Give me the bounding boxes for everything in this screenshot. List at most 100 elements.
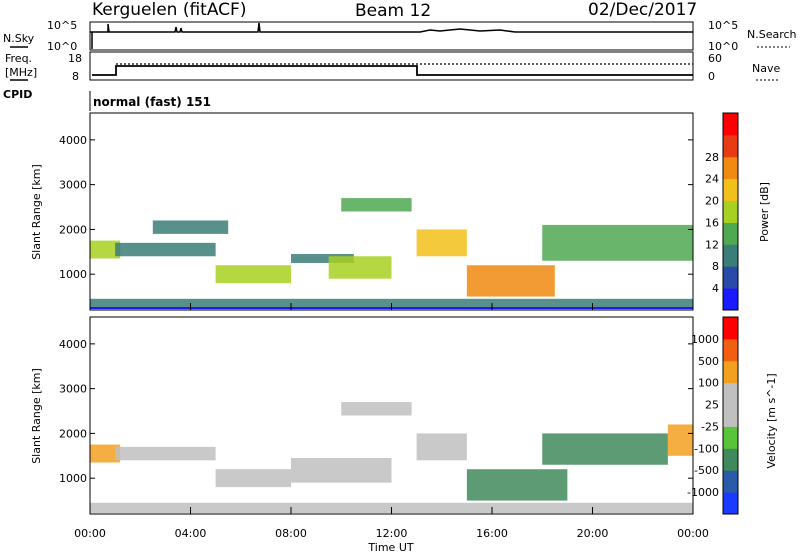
freq-label-line1: Freq. [5, 52, 32, 65]
data-region [466, 265, 555, 297]
date-title: 02/Dec/2017 [588, 0, 697, 20]
freq-tick-bottom: 8 [72, 70, 79, 83]
nave-tick-top: 60 [708, 52, 722, 65]
data-region [291, 458, 392, 483]
colorbar-segment [723, 470, 738, 493]
colorbar-segment [723, 178, 738, 202]
data-region [542, 224, 693, 261]
data-region [416, 229, 467, 257]
cpid-text: normal (fast) 151 [93, 95, 211, 109]
noise-right-tick-bottom: 10^0 [708, 40, 738, 53]
colorbar-segment [723, 382, 738, 406]
colorbar-tick-label: 500 [698, 355, 719, 368]
colorbar-border [722, 112, 739, 311]
colorbar-segment [723, 426, 738, 449]
colorbar-segment [723, 134, 738, 158]
x-tick-label: 08:00 [275, 527, 307, 540]
data-region [90, 444, 121, 463]
noise-left-tick-top: 10^5 [47, 19, 77, 32]
velocity-ylabel: Slant Range [km] [30, 368, 43, 464]
data-region [416, 433, 467, 461]
colorbar-segment [723, 200, 738, 223]
data-region [115, 446, 216, 461]
colorbar-tick-label: 12 [705, 238, 719, 251]
colorbar-segment [723, 156, 738, 180]
colorbar-tick-label: -1000 [687, 486, 719, 499]
x-axis: 00:00 04:00 08:00 12:00 16:00 20:00 00:00 [74, 303, 709, 540]
data-region [542, 433, 668, 465]
data-region [115, 242, 216, 257]
data-region [90, 240, 121, 259]
y-tick-label: 4000 [59, 134, 87, 147]
y-tick-label: 1000 [59, 268, 87, 281]
nave-label: Nave [752, 62, 780, 75]
power-panel: 1000 2000 3000 4000 Slant Range [km] 4 8 12 16… [30, 112, 771, 311]
colorbar-tick-label: 4 [712, 282, 719, 295]
colorbar-segment [723, 317, 738, 340]
noise-left-tick-bottom: 10^0 [47, 40, 77, 53]
freq-tick-top: 18 [68, 52, 82, 65]
data-region [667, 424, 693, 456]
x-tick-label: 16:00 [476, 527, 508, 540]
beam-title: Beam 12 [355, 1, 431, 21]
data-region [341, 402, 412, 416]
frequency-panel: Freq. [MHz] 18 8 60 0 Nave [5, 51, 780, 83]
colorbar-tick-label: 25 [705, 399, 719, 412]
colorbar-tick-label: 8 [712, 260, 719, 273]
noise-right-tick-top: 10^5 [708, 19, 738, 32]
colorbar-border [722, 316, 739, 515]
freq-label-line2: [MHz] [5, 66, 37, 79]
colorbar-tick-label: -500 [694, 464, 719, 477]
colorbar-segment [723, 244, 738, 267]
colorbar-tick-label: -25 [701, 420, 719, 433]
y-tick-label: 3000 [59, 179, 87, 192]
data-region [215, 265, 291, 284]
x-tick-label: 04:00 [175, 527, 207, 540]
x-tick-label: 20:00 [577, 527, 609, 540]
y-tick-label: 2000 [59, 427, 87, 440]
y-tick-label: 2000 [59, 223, 87, 236]
colorbar-segment [723, 266, 738, 289]
cpid-label: CPID [3, 88, 32, 101]
noise-sky-trace [90, 22, 693, 33]
y-tick-label: 4000 [59, 338, 87, 351]
data-region [328, 256, 392, 279]
data-region [466, 469, 568, 501]
colorbar-segment [723, 338, 738, 362]
colorbar-tick-label: 28 [705, 151, 719, 164]
colorbar-tick-label: 100 [698, 377, 719, 390]
colorbar-segment [723, 113, 738, 136]
y-tick-label: 3000 [59, 383, 87, 396]
velocity-colorbar-label: Velocity [m s^-1] [765, 373, 778, 468]
colorbar-segment [723, 404, 738, 427]
colorbar-tick-label: 16 [705, 216, 719, 229]
colorbar-segment [723, 288, 738, 311]
x-tick-label: 12:00 [376, 527, 408, 540]
colorbar-segment [723, 492, 738, 515]
velocity-panel: 1000 2000 3000 4000 Slant Range [km] 1000 50… [30, 316, 778, 515]
x-axis-title: Time UT [367, 541, 413, 554]
x-tick-label: 00:00 [677, 527, 709, 540]
noise-left-label: N.Sky [3, 32, 35, 45]
data-region [291, 254, 354, 263]
data-region [152, 220, 229, 234]
nave-tick-bottom: 0 [708, 70, 715, 83]
colorbar-segment [723, 448, 738, 471]
x-tick-label: 00:00 [74, 527, 106, 540]
noise-right-label: N.Search [747, 28, 797, 41]
colorbar-segment [723, 222, 738, 245]
power-ylabel: Slant Range [km] [30, 164, 43, 260]
y-tick-label: 1000 [59, 472, 87, 485]
data-region [215, 469, 291, 488]
colorbar-tick-label: 24 [705, 173, 719, 186]
colorbar-tick-label: 20 [705, 195, 719, 208]
frequency-trace [92, 65, 693, 76]
colorbar-tick-label: -100 [694, 442, 719, 455]
data-region [341, 198, 412, 212]
colorbar-segment [723, 360, 738, 384]
station-title: Kerguelen (fitACF) [92, 0, 246, 20]
colorbar-tick-label: 1000 [691, 333, 719, 346]
noise-panel: N.Sky N.Search 10^5 10^0 10^5 10^0 [3, 19, 797, 53]
power-colorbar-label: Power [dB] [758, 182, 771, 242]
